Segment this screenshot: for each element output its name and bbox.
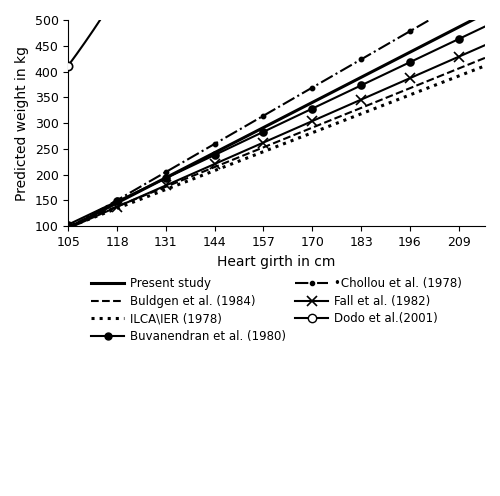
X-axis label: Heart girth in cm: Heart girth in cm <box>218 254 336 268</box>
Legend: Present study, Buldgen et al. (1984), ILCA\IER (1978), Buvanendran et al. (1980): Present study, Buldgen et al. (1984), IL… <box>88 273 466 347</box>
Y-axis label: Predicted weight in kg: Predicted weight in kg <box>15 46 29 200</box>
